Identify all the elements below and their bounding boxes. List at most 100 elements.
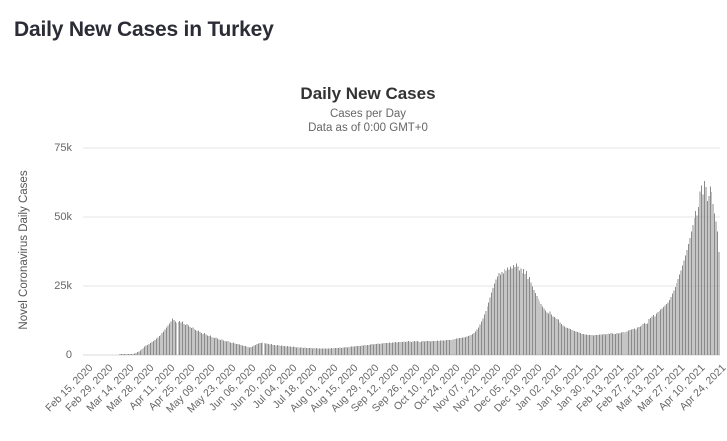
- daily-cases-bar[interactable]: [489, 297, 491, 355]
- daily-cases-bar[interactable]: [496, 276, 498, 355]
- daily-cases-bar[interactable]: [406, 341, 408, 355]
- daily-cases-bar[interactable]: [129, 354, 131, 355]
- daily-cases-bar[interactable]: [548, 313, 549, 355]
- daily-cases-bar[interactable]: [663, 306, 665, 355]
- daily-cases-bar[interactable]: [421, 341, 423, 355]
- daily-cases-bar[interactable]: [307, 348, 309, 355]
- daily-cases-bar[interactable]: [228, 342, 230, 355]
- daily-cases-bar[interactable]: [370, 344, 372, 355]
- daily-cases-bar[interactable]: [626, 331, 628, 355]
- daily-cases-bar[interactable]: [294, 347, 296, 355]
- daily-cases-bar[interactable]: [314, 348, 316, 355]
- daily-cases-bar[interactable]: [671, 293, 673, 355]
- daily-cases-bar[interactable]: [501, 271, 503, 355]
- daily-cases-bar[interactable]: [508, 269, 510, 355]
- daily-cases-bar[interactable]: [218, 339, 220, 355]
- daily-cases-bar[interactable]: [689, 237, 691, 355]
- daily-cases-bar[interactable]: [444, 340, 446, 355]
- daily-cases-bar[interactable]: [120, 354, 122, 355]
- daily-cases-bar[interactable]: [543, 308, 545, 355]
- daily-cases-bar[interactable]: [211, 336, 213, 355]
- daily-cases-bar[interactable]: [479, 324, 481, 355]
- daily-cases-bar[interactable]: [587, 334, 589, 355]
- daily-cases-bar[interactable]: [619, 332, 621, 355]
- daily-cases-bar[interactable]: [378, 343, 380, 355]
- daily-cases-bar[interactable]: [408, 341, 410, 355]
- daily-cases-bar[interactable]: [271, 344, 272, 355]
- daily-cases-bar[interactable]: [392, 342, 393, 355]
- daily-cases-bar[interactable]: [718, 252, 720, 355]
- daily-cases-bar[interactable]: [507, 267, 509, 355]
- daily-cases-bar[interactable]: [562, 325, 564, 355]
- daily-cases-bar[interactable]: [448, 340, 450, 355]
- daily-cases-bar[interactable]: [377, 343, 379, 355]
- daily-cases-bar[interactable]: [603, 334, 605, 355]
- daily-cases-bar[interactable]: [682, 265, 684, 355]
- daily-cases-bar[interactable]: [606, 333, 608, 355]
- daily-cases-bar[interactable]: [323, 348, 325, 355]
- daily-cases-bar[interactable]: [161, 333, 163, 355]
- daily-cases-bar[interactable]: [539, 301, 541, 355]
- daily-cases-bar[interactable]: [358, 346, 360, 355]
- daily-cases-bar[interactable]: [147, 344, 149, 355]
- daily-cases-bar[interactable]: [584, 334, 586, 355]
- daily-cases-bar[interactable]: [410, 341, 412, 355]
- daily-cases-bar[interactable]: [297, 347, 299, 355]
- daily-cases-bar[interactable]: [440, 340, 442, 355]
- daily-cases-bar[interactable]: [292, 346, 294, 355]
- daily-cases-bar[interactable]: [463, 337, 465, 355]
- daily-cases-bar[interactable]: [368, 344, 370, 355]
- daily-cases-bar[interactable]: [412, 341, 414, 355]
- daily-cases-bar[interactable]: [287, 346, 289, 355]
- daily-cases-bar[interactable]: [530, 282, 532, 355]
- daily-cases-bar[interactable]: [128, 354, 130, 355]
- daily-cases-bar[interactable]: [432, 340, 434, 355]
- daily-cases-bar[interactable]: [144, 346, 146, 355]
- daily-cases-bar[interactable]: [476, 329, 478, 355]
- daily-cases-bar[interactable]: [209, 335, 211, 355]
- daily-cases-bar[interactable]: [119, 354, 121, 355]
- daily-cases-bar[interactable]: [513, 265, 514, 355]
- daily-cases-bar[interactable]: [648, 319, 650, 355]
- daily-cases-bar[interactable]: [711, 192, 713, 355]
- daily-cases-bar[interactable]: [550, 314, 552, 355]
- daily-cases-bar[interactable]: [447, 339, 449, 355]
- daily-cases-bar[interactable]: [230, 342, 232, 355]
- daily-cases-bar[interactable]: [427, 340, 428, 355]
- daily-cases-bar[interactable]: [661, 308, 663, 355]
- daily-cases-bar[interactable]: [324, 348, 326, 355]
- daily-cases-bar[interactable]: [155, 338, 157, 355]
- daily-cases-bar[interactable]: [485, 310, 487, 355]
- daily-cases-bar[interactable]: [504, 268, 506, 355]
- daily-cases-bar[interactable]: [693, 218, 695, 355]
- daily-cases-bar[interactable]: [569, 329, 571, 355]
- daily-cases-bar[interactable]: [594, 335, 596, 355]
- daily-cases-bar[interactable]: [629, 330, 631, 355]
- daily-cases-bar[interactable]: [375, 343, 377, 355]
- daily-cases-bar[interactable]: [326, 348, 328, 355]
- daily-cases-bar[interactable]: [571, 329, 573, 355]
- daily-cases-bar[interactable]: [249, 347, 251, 355]
- daily-cases-bar[interactable]: [240, 345, 242, 355]
- daily-cases-bar[interactable]: [215, 337, 217, 355]
- daily-cases-bar[interactable]: [454, 338, 456, 355]
- daily-cases-bar[interactable]: [259, 342, 261, 355]
- daily-cases-bar[interactable]: [480, 321, 482, 355]
- daily-cases-bar[interactable]: [349, 346, 351, 355]
- daily-cases-bar[interactable]: [255, 344, 256, 355]
- daily-cases-bar[interactable]: [170, 321, 172, 355]
- daily-cases-bar[interactable]: [308, 347, 310, 355]
- daily-cases-bar[interactable]: [364, 345, 366, 355]
- daily-cases-bar[interactable]: [365, 345, 367, 355]
- daily-cases-bar[interactable]: [413, 341, 415, 355]
- daily-cases-bar[interactable]: [303, 347, 305, 355]
- daily-cases-bar[interactable]: [306, 347, 307, 355]
- daily-cases-bar[interactable]: [182, 321, 184, 355]
- daily-cases-bar[interactable]: [381, 343, 383, 355]
- daily-cases-bar[interactable]: [460, 337, 462, 355]
- daily-cases-bar[interactable]: [461, 337, 463, 355]
- daily-cases-bar[interactable]: [179, 320, 181, 355]
- daily-cases-bar[interactable]: [613, 333, 615, 355]
- daily-cases-bar[interactable]: [565, 327, 567, 355]
- daily-cases-bar[interactable]: [686, 249, 688, 355]
